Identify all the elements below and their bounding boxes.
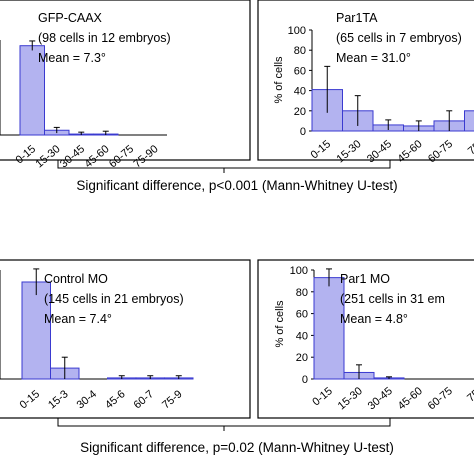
- panel-annotation: Par1TA: [336, 11, 378, 25]
- y-tick-label: 80: [294, 45, 306, 57]
- y-tick-label: 100: [290, 265, 308, 277]
- category-label: 60-75: [426, 385, 455, 412]
- panel-frame: [257, 0, 474, 161]
- y-tick-label: 100: [288, 25, 306, 37]
- category-label: 30-45: [58, 143, 87, 170]
- panel-annotation: Mean = 7.4°: [44, 312, 112, 326]
- category-label: 60-75: [426, 138, 455, 165]
- y-tick-label: 60: [296, 309, 308, 321]
- panel-frame: [257, 259, 474, 419]
- comparison-top: Significant difference, p<0.001 (Mann-Wh…: [76, 178, 398, 193]
- comparison-bracket-bottom: [57, 418, 391, 427]
- category-label: 45-60: [395, 138, 424, 165]
- category-label: 30-4: [75, 388, 100, 411]
- category-label: 75-90: [131, 143, 160, 170]
- panel-annotation: Mean = 4.8°: [340, 312, 408, 326]
- bar: [464, 110, 474, 132]
- panel-annotation: GFP-CAAX: [38, 11, 103, 25]
- category-label: 45-60: [82, 143, 111, 170]
- category-label: 15-30: [334, 138, 363, 165]
- panel-annotation: Mean = 7.3°: [38, 51, 106, 65]
- category-label: 30-45: [366, 385, 395, 412]
- y-tick-label: 80: [296, 287, 308, 299]
- category-label: 0-15: [18, 388, 43, 411]
- comparison-bottom: Significant difference, p=0.02 (Mann-Whi…: [80, 440, 394, 455]
- category-label: 15-3: [46, 388, 71, 411]
- panel-gfp-caax: 0000000-1515-3030-4545-6060-7575-90GFP-C…: [0, 0, 251, 170]
- y-tick-label: 0: [300, 126, 306, 138]
- category-label: 0-15: [309, 138, 334, 161]
- bar: [21, 281, 51, 380]
- panel-frame: [0, 259, 251, 419]
- panel-frame: [0, 0, 251, 161]
- panel-annotation: Control MO: [44, 272, 108, 286]
- panel-annotation: (251 cells in 31 em: [340, 292, 445, 306]
- y-axis-label: % of cells: [273, 56, 285, 104]
- category-label: 75-: [466, 138, 474, 158]
- y-tick-label: 40: [294, 86, 306, 98]
- y-tick-label: 0: [302, 374, 308, 386]
- category-label: 15-30: [336, 385, 365, 412]
- panel-annotation: Mean = 31.0°: [336, 51, 411, 65]
- y-tick-label: 60: [294, 65, 306, 77]
- panel-annotation: (145 cells in 21 embryos): [44, 292, 184, 306]
- panel-annotation: (98 cells in 12 embryos): [38, 31, 171, 45]
- category-label: 75-: [465, 385, 474, 405]
- category-label: 45-60: [396, 385, 425, 412]
- y-tick-label: 20: [296, 352, 308, 364]
- category-label: 0-15: [310, 385, 335, 408]
- category-label: 60-7: [132, 388, 157, 411]
- y-tick-label: 20: [294, 106, 306, 118]
- panel-annotation: Par1 MO: [340, 272, 390, 286]
- category-label: 45-6: [103, 388, 128, 411]
- y-axis-label: % of cells: [274, 300, 286, 348]
- panel-par1-mo: 0 20 40 60 80 100 % of cells 0-15 15-30 30-45 45-6…: [257, 259, 474, 419]
- category-label: 60-75: [107, 143, 136, 170]
- panel-annotation: (65 cells in 7 embryos): [336, 31, 462, 45]
- y-tick-label: 40: [296, 330, 308, 342]
- category-label: 75-9: [160, 388, 185, 411]
